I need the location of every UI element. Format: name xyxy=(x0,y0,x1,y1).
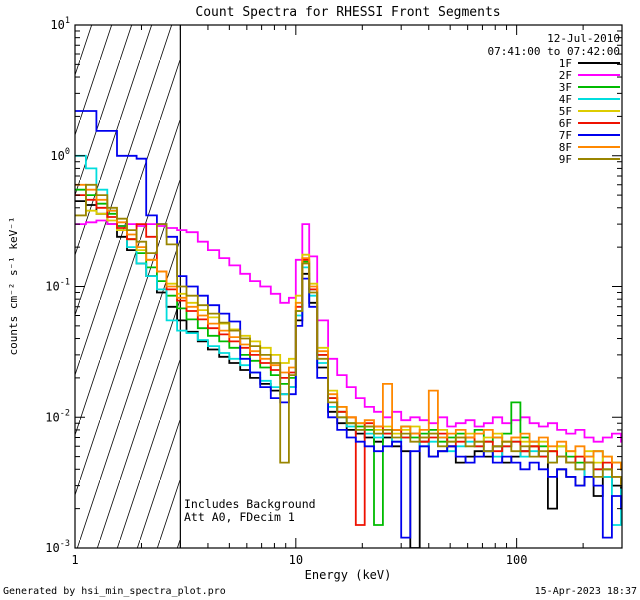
series-path-8F xyxy=(75,183,622,471)
series-path-9F xyxy=(75,183,622,487)
legend-label-9F: 9F xyxy=(559,153,572,166)
y-axis-label: counts cm⁻² s⁻¹ keV⁻¹ xyxy=(7,216,20,355)
footer-timestamp: 15-Apr-2023 18:37 xyxy=(535,586,637,597)
y-tick-label: 10-1 xyxy=(45,278,70,294)
x-tick-label: 10 xyxy=(289,553,303,567)
x-tick-label: 100 xyxy=(506,553,528,567)
series-path-2F xyxy=(75,219,622,443)
chart-title: Count Spectra for RHESSI Front Segments xyxy=(195,5,500,20)
y-tick-label: 101 xyxy=(50,16,70,32)
legend-label-4F: 4F xyxy=(559,93,572,106)
legend-label-8F: 8F xyxy=(559,141,572,154)
legend-label-3F: 3F xyxy=(559,81,572,94)
legend-label-6F: 6F xyxy=(559,117,572,130)
axis-ticks: 1 10 100 10-3 10-2 10-1 100 101 xyxy=(45,16,623,567)
legend-label-2F: 2F xyxy=(559,69,572,82)
legend-label-7F: 7F xyxy=(559,129,572,142)
plot-area: 1 10 100 10-3 10-2 10-1 100 101 1F2F3F4F5F6F7F8F… xyxy=(45,16,623,567)
series-curves xyxy=(75,110,622,548)
x-tick-label: 1 xyxy=(71,553,78,567)
obs-time-range: 07:41:00 to 07:42:00 xyxy=(488,45,620,58)
att-note: Att A0, FDecim 1 xyxy=(184,510,295,524)
x-axis-label: Energy (keV) xyxy=(305,568,392,582)
footer-generated-by: Generated by hsi_min_spectra_plot.pro xyxy=(3,586,226,597)
legend-label-1F: 1F xyxy=(559,57,572,70)
y-tick-label: 100 xyxy=(50,147,70,163)
hatch-region xyxy=(75,25,181,548)
y-tick-label: 10-3 xyxy=(45,539,70,555)
legend-label-5F: 5F xyxy=(559,105,572,118)
background-note: Includes Background xyxy=(184,497,316,511)
obs-date: 12-Jul-2010 xyxy=(547,32,620,45)
y-tick-label: 10-2 xyxy=(45,408,70,424)
